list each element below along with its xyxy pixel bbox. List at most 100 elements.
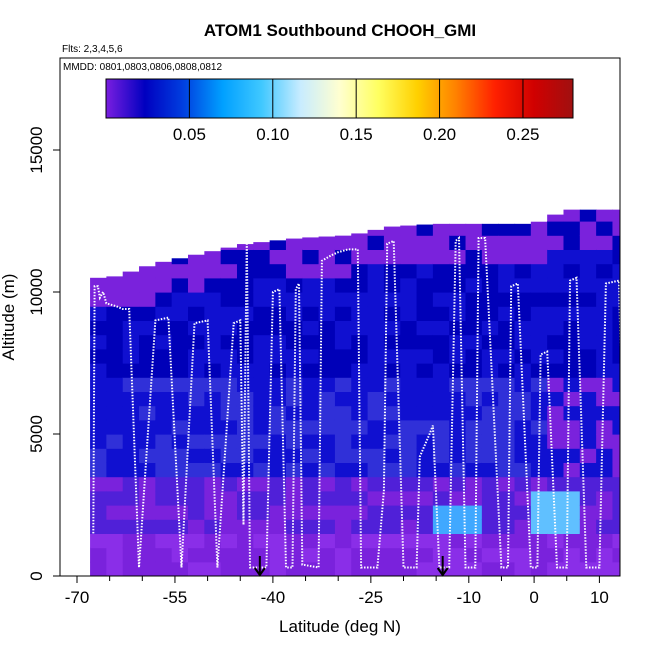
heatmap-cell (367, 391, 385, 407)
heatmap-cell (383, 519, 401, 534)
heatmap-cell (334, 292, 352, 307)
heatmap-cell (122, 320, 140, 336)
heatmap-cell (432, 448, 450, 463)
heatmap-cell (253, 363, 271, 378)
heatmap-cell (188, 306, 205, 321)
heatmap-cell (563, 462, 581, 478)
heatmap-cell (432, 306, 450, 321)
heatmap-cell (285, 249, 303, 265)
heatmap-cell (285, 238, 303, 250)
heatmap-cell (90, 320, 107, 336)
heatmap-cell (285, 419, 303, 435)
heatmap-cell (416, 334, 434, 350)
heatmap-cell (302, 405, 320, 421)
heatmap-cell (514, 476, 532, 492)
heatmap-cell (432, 505, 450, 520)
heatmap-cell (253, 249, 271, 265)
heatmap-cell (351, 320, 369, 336)
heatmap-cell (139, 277, 156, 293)
heatmap-cell (122, 391, 140, 407)
heatmap-cell (416, 391, 434, 407)
heatmap-cell (416, 235, 434, 250)
heatmap-cell (481, 561, 499, 576)
heatmap-cells (90, 209, 650, 577)
heatmap-cell (122, 533, 140, 549)
heatmap-cell (139, 320, 156, 336)
heatmap-cell (416, 561, 434, 576)
heatmap-cell (155, 334, 173, 350)
heatmap-cell (285, 292, 303, 307)
heatmap-cell (400, 547, 418, 563)
heatmap-cell (106, 277, 124, 293)
heatmap-cell (547, 249, 565, 265)
heatmap-cell (629, 562, 646, 577)
heatmap-cell (400, 505, 418, 520)
heatmap-cell (514, 306, 532, 321)
heatmap-cell (90, 363, 107, 378)
heatmap-cell (302, 519, 320, 534)
heatmap-cell (629, 519, 646, 534)
heatmap-cell (612, 533, 620, 549)
heatmap-cell (514, 490, 532, 506)
heatmap-cell (629, 235, 646, 250)
heatmap-cell (530, 334, 548, 350)
heatmap-cell (253, 391, 271, 407)
heatmap-cell (416, 462, 434, 478)
heatmap-cell (481, 505, 499, 520)
heatmap-cell (612, 405, 620, 421)
heatmap-cell (416, 547, 434, 563)
heatmap-cell (596, 434, 614, 449)
heatmap-cell (465, 377, 483, 392)
heatmap-cell (122, 419, 140, 435)
heatmap-cell (269, 391, 287, 407)
heatmap-cell (432, 249, 450, 265)
heatmap-cell (90, 547, 107, 563)
heatmap-cell (318, 505, 336, 520)
heatmap-cell (547, 519, 565, 534)
heatmap-cell (563, 249, 581, 265)
colorbar-tick-label: 0.25 (506, 125, 539, 144)
heatmap-cell (400, 490, 418, 506)
heatmap-cell (171, 363, 189, 378)
heatmap-cell (449, 263, 467, 279)
heatmap-cell (220, 547, 238, 563)
heatmap-cell (204, 320, 222, 336)
colorbar-tick-label: 0.15 (340, 125, 373, 144)
heatmap-cell (139, 547, 156, 563)
heatmap-cell (400, 277, 418, 293)
heatmap-cell (629, 505, 646, 520)
heatmap-cell (465, 533, 483, 549)
heatmap-cell (171, 334, 189, 350)
heatmap-cell (220, 476, 238, 492)
heatmap-cell (481, 462, 499, 478)
heatmap-cell (220, 277, 238, 293)
heatmap-cell (514, 434, 532, 449)
heatmap-cell (334, 263, 352, 279)
heatmap-cell (220, 249, 238, 265)
heatmap-cell (465, 223, 483, 236)
heatmap-cell (563, 448, 581, 463)
heatmap-cell (383, 292, 401, 307)
heatmap-cell (253, 242, 271, 250)
heatmap-cell (579, 505, 597, 520)
heatmap-cell (579, 363, 597, 378)
heatmap-cell (204, 476, 222, 492)
heatmap-cell (645, 533, 650, 548)
heatmap-cell (269, 306, 287, 321)
heatmap-cell (139, 519, 156, 534)
heatmap-cell (596, 476, 614, 492)
heatmap-cell (563, 419, 581, 435)
heatmap-cell (318, 519, 336, 534)
heatmap-cell (481, 292, 499, 307)
heatmap-cell (367, 448, 385, 463)
heatmap-cell (612, 306, 620, 321)
heatmap-cell (530, 391, 548, 407)
heatmap-cell (563, 505, 581, 520)
heatmap-cell (155, 363, 173, 378)
heatmap-cell (579, 235, 597, 250)
heatmap-cell (302, 490, 320, 506)
heatmap-cell (481, 519, 499, 534)
heatmap-cell (318, 462, 336, 478)
heatmap-cell (367, 561, 385, 576)
heatmap-cell (285, 263, 303, 279)
